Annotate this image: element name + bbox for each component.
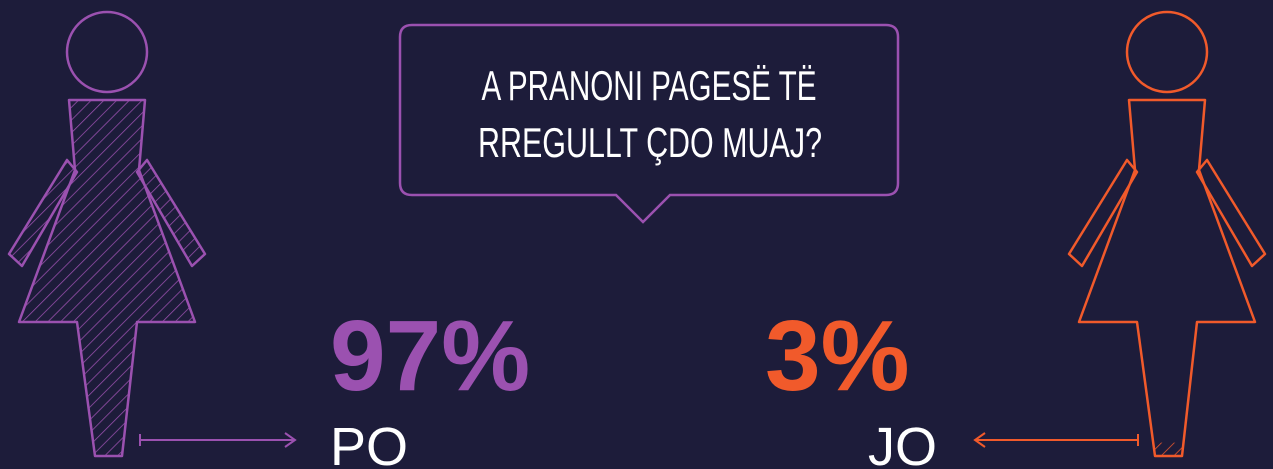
figure-arm [7,158,79,268]
arrow [973,432,1139,448]
figure [1067,10,1267,458]
answer-label: PO [330,417,408,469]
figure-head [1125,10,1209,94]
figure-body [1077,98,1257,458]
arrow [139,432,297,448]
figure-body [17,98,197,458]
figure-arm [135,158,207,268]
figure-head [65,10,149,94]
speech-bubble [398,23,900,224]
percent-label: 97% [330,300,530,412]
answer-label: JO [868,417,937,469]
percent-label: 3% [765,300,910,412]
figure-arm [1067,158,1139,268]
question-line: A PRANONI PAGESË TË [482,62,817,109]
figure [7,10,207,458]
figure-arm [1195,158,1267,268]
question-line: RREGULLT ÇDO MUAJ? [478,119,822,166]
